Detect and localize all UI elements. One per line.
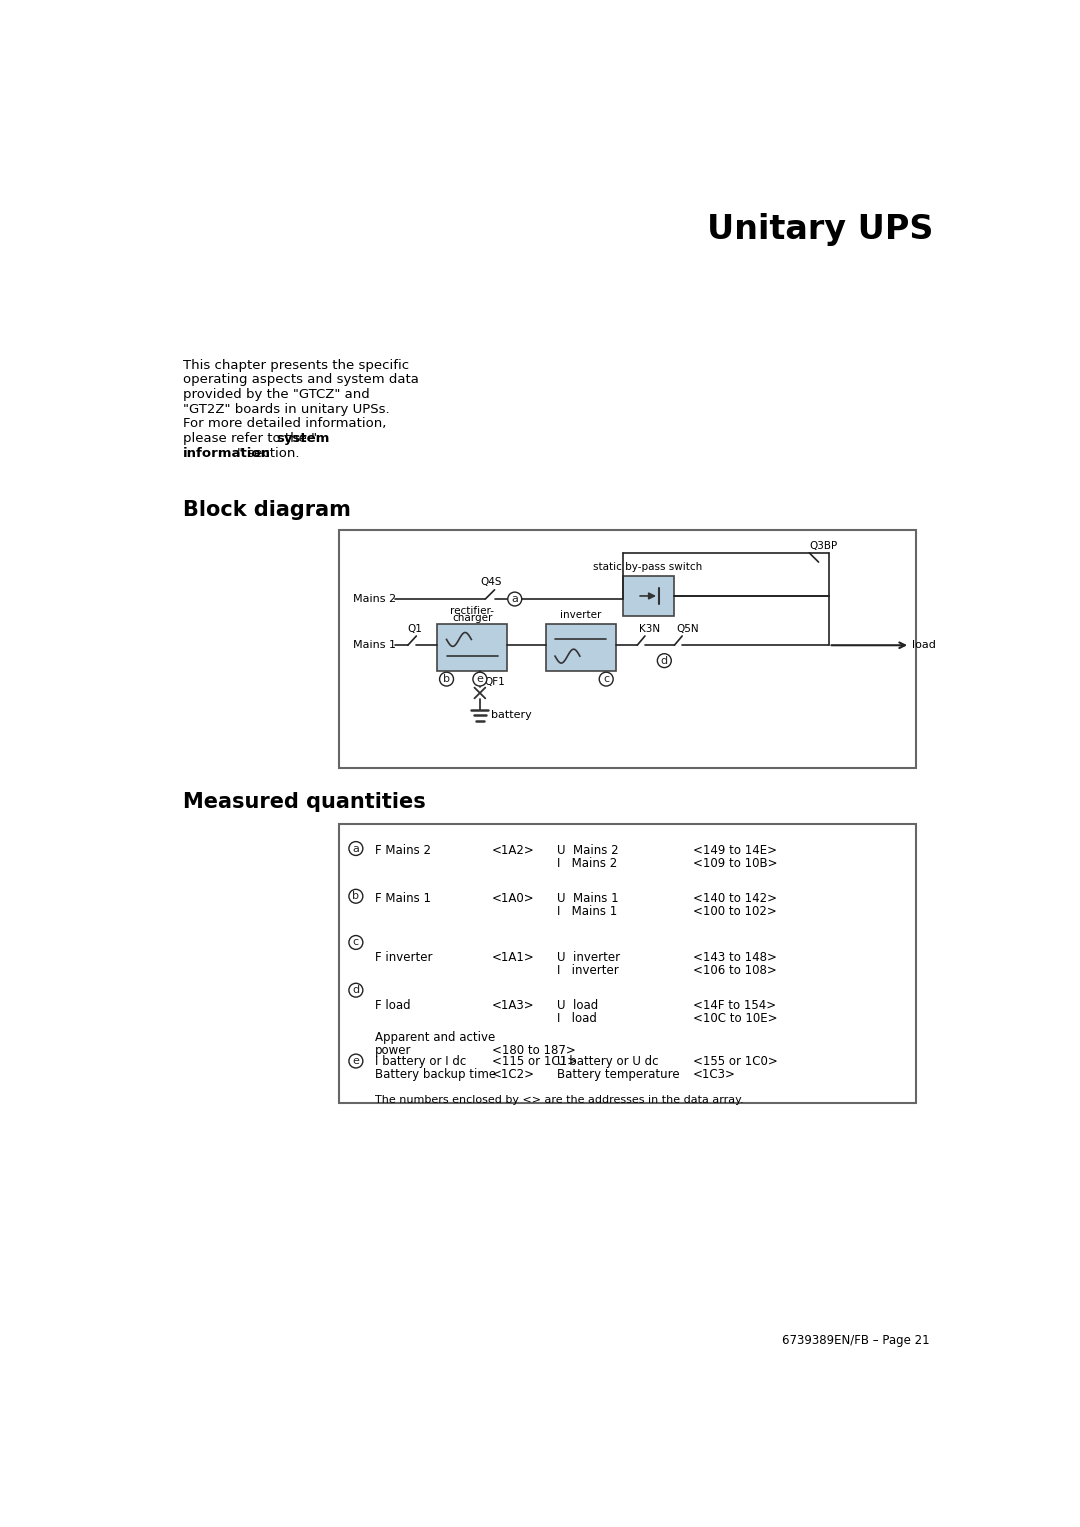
Text: operating aspects and system data: operating aspects and system data — [183, 374, 419, 386]
Text: a: a — [511, 594, 518, 605]
Text: This chapter presents the specific: This chapter presents the specific — [183, 359, 409, 371]
Text: <143 to 148>: <143 to 148> — [693, 951, 777, 964]
Text: U  inverter: U inverter — [557, 951, 621, 964]
Text: <1A3>: <1A3> — [491, 999, 535, 1012]
Text: static by-pass switch: static by-pass switch — [593, 562, 703, 573]
Text: " section.: " section. — [238, 446, 300, 460]
Text: load: load — [913, 640, 936, 651]
Text: e: e — [352, 1057, 360, 1066]
Text: Battery temperature: Battery temperature — [557, 1067, 680, 1081]
Circle shape — [349, 936, 363, 950]
Text: <106 to 108>: <106 to 108> — [693, 964, 777, 977]
Text: U  Mains 2: U Mains 2 — [557, 844, 619, 857]
Text: Mains 2: Mains 2 — [353, 594, 396, 605]
Text: <115 or 1C1>: <115 or 1C1> — [491, 1055, 577, 1067]
Text: a: a — [352, 843, 360, 854]
Circle shape — [440, 672, 454, 686]
Circle shape — [349, 889, 363, 902]
Text: d: d — [352, 985, 360, 996]
Text: Mains 1: Mains 1 — [353, 640, 395, 651]
Circle shape — [508, 592, 522, 606]
Text: I   Mains 1: I Mains 1 — [557, 904, 618, 918]
Text: Unitary UPS: Unitary UPS — [707, 212, 933, 246]
Text: Q3BP: Q3BP — [809, 541, 837, 551]
Bar — [545, 623, 616, 672]
Text: power: power — [375, 1044, 411, 1057]
Text: <180 to 187>: <180 to 187> — [491, 1044, 576, 1057]
Bar — [437, 623, 507, 672]
Text: I   load: I load — [557, 1012, 597, 1025]
Circle shape — [473, 672, 487, 686]
Text: "GT2Z" boards in unitary UPSs.: "GT2Z" boards in unitary UPSs. — [183, 403, 390, 415]
Text: 6739389EN/FB – Page 21: 6739389EN/FB – Page 21 — [782, 1335, 930, 1347]
Text: Q4S: Q4S — [481, 577, 502, 588]
Text: <1A1>: <1A1> — [491, 951, 535, 964]
Text: U battery or U dc: U battery or U dc — [557, 1055, 659, 1067]
Text: <140 to 142>: <140 to 142> — [693, 892, 777, 904]
Text: F inverter: F inverter — [375, 951, 433, 964]
Text: system: system — [276, 432, 329, 444]
Text: <1A2>: <1A2> — [491, 844, 535, 857]
Text: battery: battery — [490, 710, 531, 721]
Text: c: c — [603, 673, 609, 684]
Text: d: d — [661, 655, 667, 666]
Text: Q1: Q1 — [408, 623, 422, 634]
Text: please refer to the ": please refer to the " — [183, 432, 318, 444]
Text: For more detailed information,: For more detailed information, — [183, 417, 387, 431]
Bar — [623, 576, 674, 615]
Text: U  Mains 1: U Mains 1 — [557, 892, 619, 904]
Text: I battery or I dc: I battery or I dc — [375, 1055, 467, 1067]
Text: e: e — [476, 673, 484, 684]
Text: <100 to 102>: <100 to 102> — [693, 904, 777, 918]
Text: QF1: QF1 — [485, 676, 505, 687]
Text: inverter: inverter — [559, 609, 602, 620]
Circle shape — [349, 983, 363, 997]
Text: F Mains 2: F Mains 2 — [375, 844, 431, 857]
Text: <155 or 1C0>: <155 or 1C0> — [693, 1055, 778, 1067]
Text: Battery backup time: Battery backup time — [375, 1067, 497, 1081]
Text: <14F to 154>: <14F to 154> — [693, 999, 777, 1012]
Text: I   inverter: I inverter — [557, 964, 619, 977]
Text: <1C2>: <1C2> — [491, 1067, 535, 1081]
Text: Q5N: Q5N — [676, 623, 699, 634]
Bar — [339, 530, 916, 768]
Text: Measured quantities: Measured quantities — [183, 791, 426, 811]
Circle shape — [599, 672, 613, 686]
Bar — [339, 825, 916, 1104]
Text: c: c — [353, 938, 359, 947]
Circle shape — [349, 1054, 363, 1067]
Text: The numbers enclosed by <> are the addresses in the data array.: The numbers enclosed by <> are the addre… — [375, 1095, 744, 1106]
Text: <109 to 10B>: <109 to 10B> — [693, 857, 778, 870]
Circle shape — [349, 841, 363, 855]
Text: F load: F load — [375, 999, 410, 1012]
Text: charger: charger — [451, 612, 492, 623]
Text: provided by the "GTCZ" and: provided by the "GTCZ" and — [183, 388, 369, 402]
Text: rectifier-: rectifier- — [450, 606, 495, 615]
Circle shape — [658, 654, 672, 667]
Text: b: b — [352, 892, 360, 901]
Text: <1C3>: <1C3> — [693, 1067, 735, 1081]
Text: information: information — [183, 446, 271, 460]
Text: <10C to 10E>: <10C to 10E> — [693, 1012, 778, 1025]
Text: Block diagram: Block diagram — [183, 501, 351, 521]
Text: U  load: U load — [557, 999, 598, 1012]
Text: K3N: K3N — [638, 623, 660, 634]
Text: <1A0>: <1A0> — [491, 892, 535, 904]
Text: I   Mains 2: I Mains 2 — [557, 857, 618, 870]
Text: b: b — [443, 673, 450, 684]
Text: Apparent and active: Apparent and active — [375, 1031, 496, 1044]
Text: <149 to 14E>: <149 to 14E> — [693, 844, 777, 857]
Text: F Mains 1: F Mains 1 — [375, 892, 431, 904]
